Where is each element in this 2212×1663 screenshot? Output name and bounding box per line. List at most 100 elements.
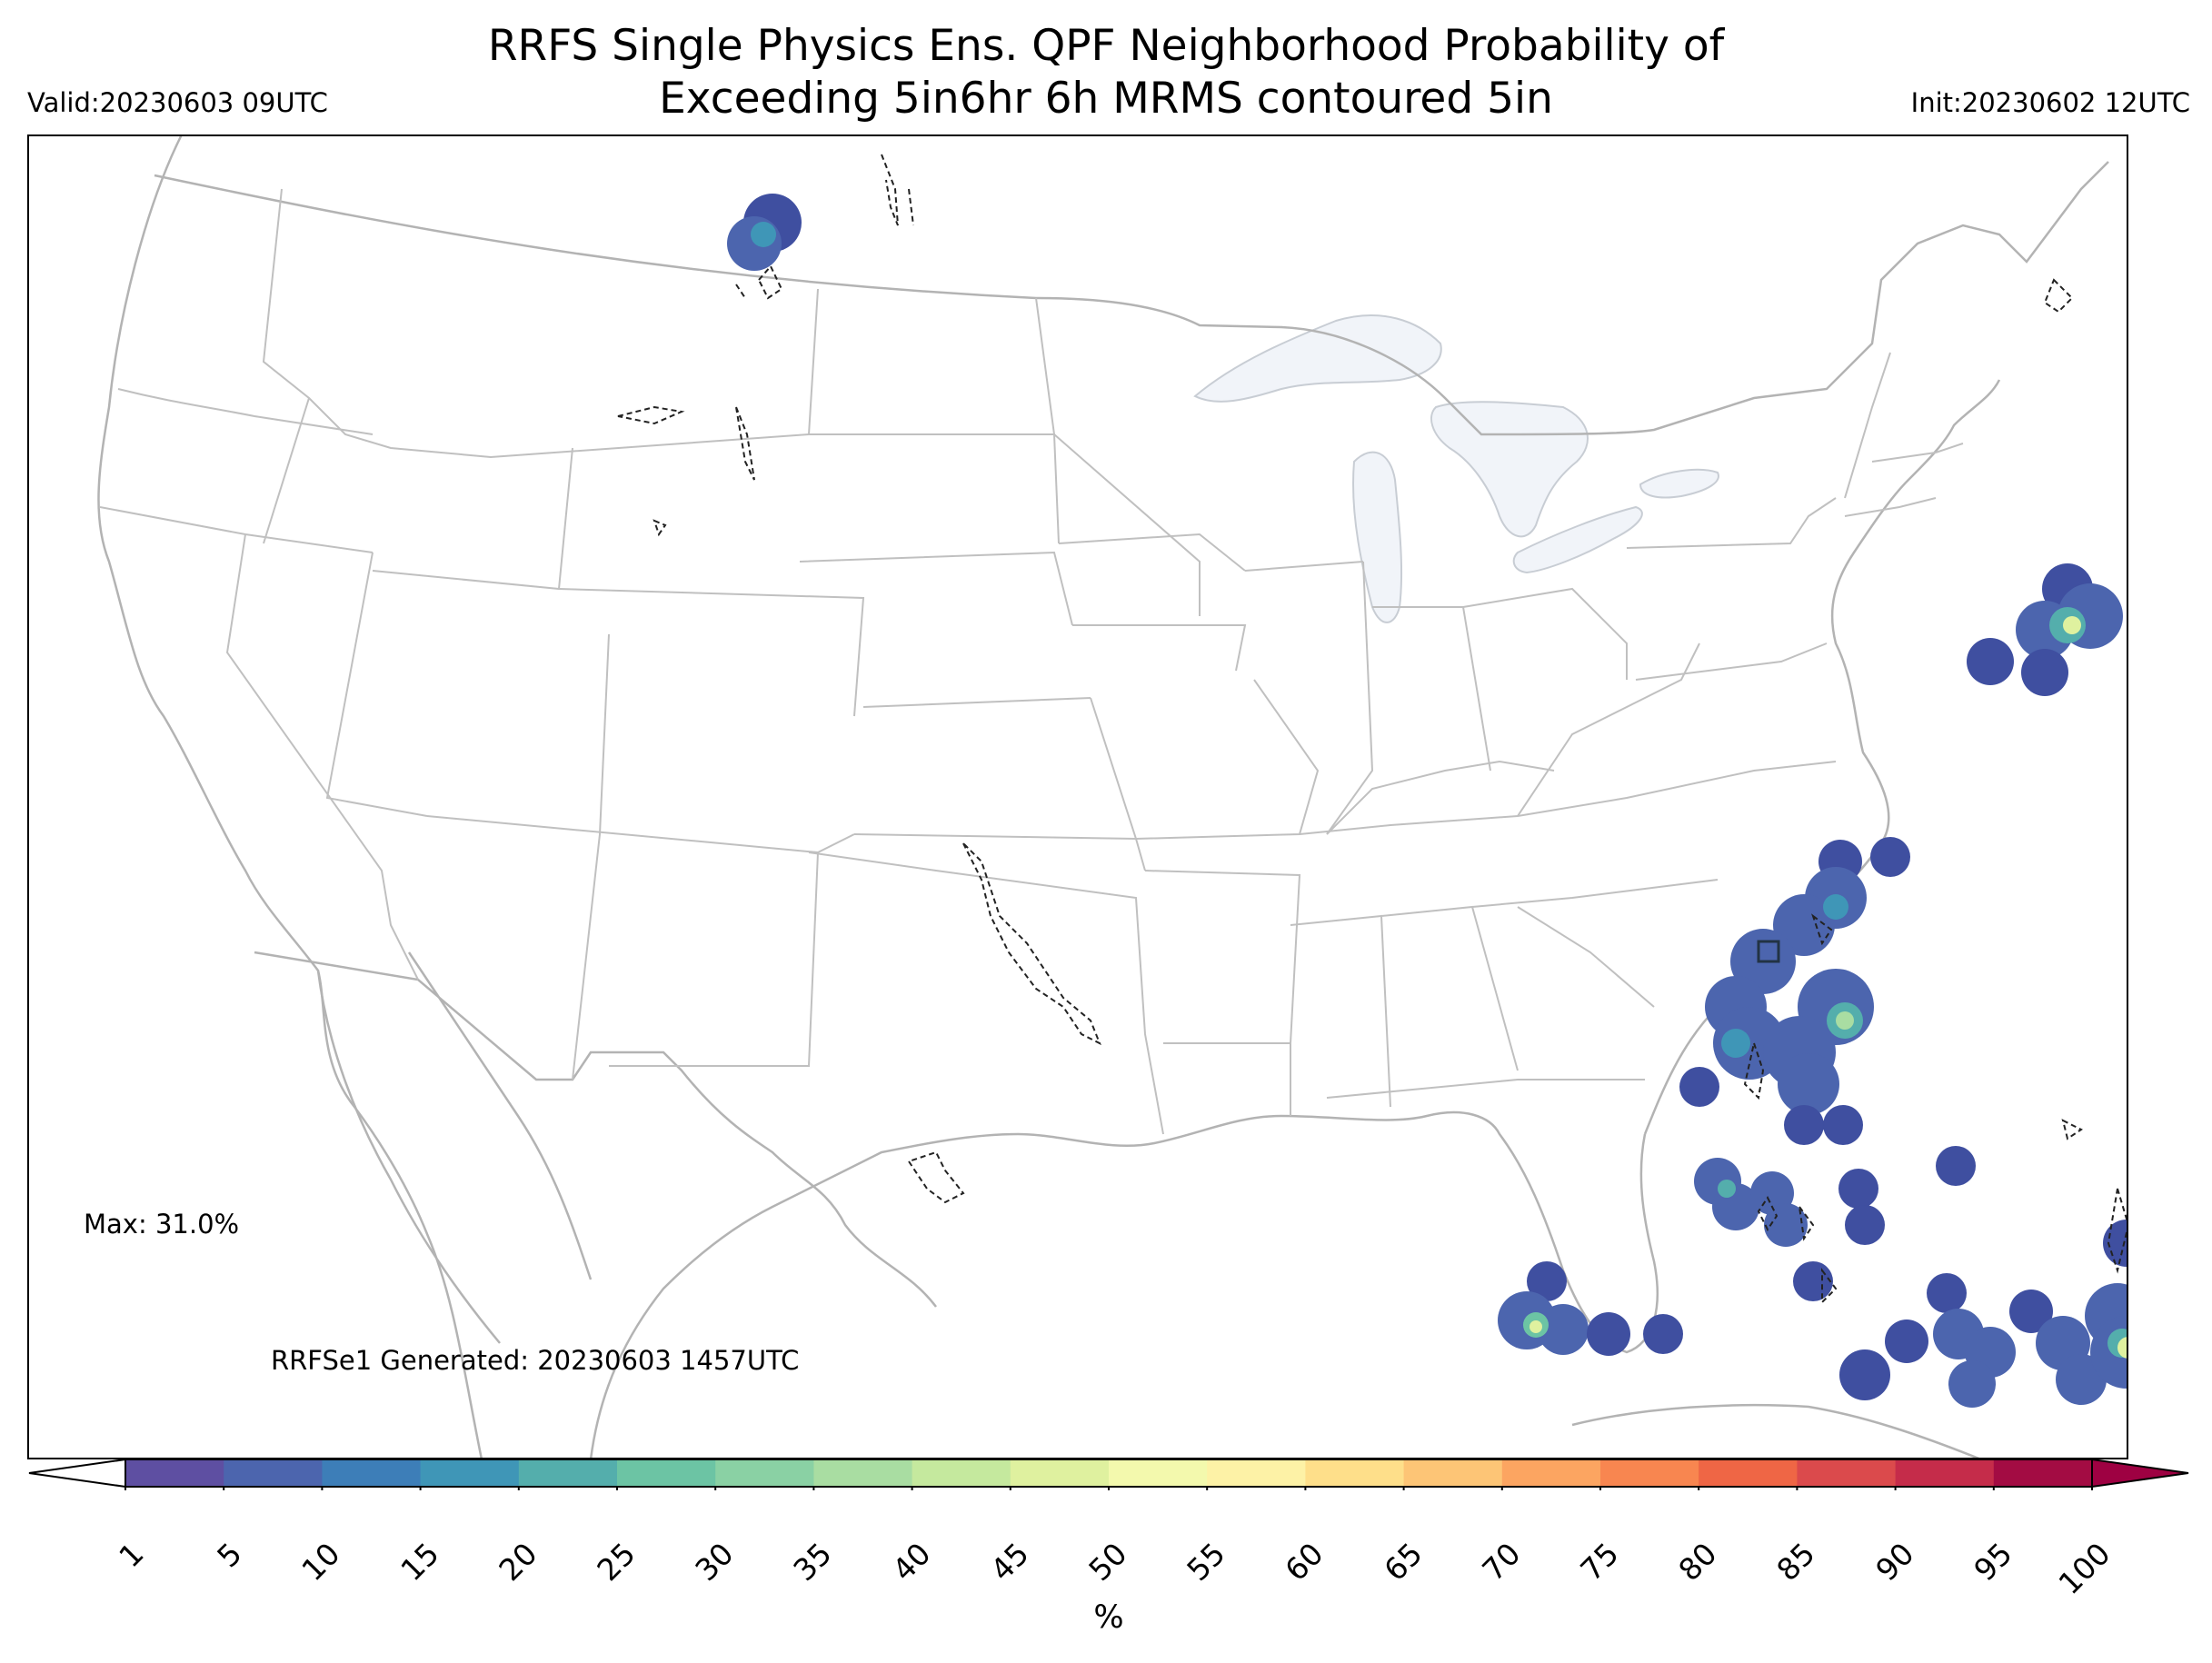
border-ga-fl [1326,1079,1645,1099]
colorbar-segment [518,1459,618,1487]
mrms-contour-florida [1757,1196,1838,1305]
colorbar-segment [813,1459,913,1487]
border-ne-ks [862,697,1091,708]
map-frame [27,134,2128,1459]
border-ms-al [1290,914,1391,1108]
generated-label: RRFSe1 Generated: 20230603 1457UTC [271,1345,800,1376]
colorbar-segments [125,1459,2093,1487]
probability-field [727,194,2128,1408]
border-or-ca-nv [99,506,374,553]
coastlines-and-borders [97,134,2109,1459]
border-id-wy [372,447,573,591]
mrms-contour-texas [907,1150,965,1204]
mrms-contour-carolina [1743,913,1833,1100]
border-sd-ne [799,551,1073,626]
valid-time-label: Valid:20230603 09UTC [27,87,328,118]
mrms-contour-montana [735,154,914,481]
colorbar-segment [1797,1459,1897,1487]
colorbar-unit-label: % [1093,1599,1124,1636]
lake-erie [1512,505,1643,574]
border-new-england [1844,352,1964,517]
colorbar-tick-label: 90 [1868,1536,1921,1588]
mrms-contour-maine [2043,278,2074,314]
probability-georgia-offshore [1679,1067,1976,1186]
border-ut-az [426,815,855,854]
probability-gulf [1498,1261,1683,1356]
probability-montana [727,194,802,271]
colorbar-segment [1501,1459,1601,1487]
colorbar-segment [322,1459,422,1487]
colorbar-segment [617,1459,716,1487]
border-ky-tn [1299,761,1837,835]
max-location-box [1757,940,1780,963]
border-co-nm [572,633,610,1080]
lake-ontario [1639,468,1719,499]
map-panel [27,134,2128,1459]
colorbar-tick-label: 95 [1967,1536,2019,1588]
colorbar-tick-label: 30 [688,1536,741,1588]
max-value-label: Max: 31.0% [84,1209,240,1240]
state-borders [99,188,1964,1135]
mrms-contour-wyoming [617,405,685,537]
colorbar-segment [715,1459,814,1487]
colorbar-tick-label: 20 [492,1536,544,1588]
colorbar-tick-label: 100 [2051,1536,2117,1602]
border-nc-sc [1471,879,1719,908]
mexico-west-coast [407,951,593,1280]
colorbar-under-arrow [28,1458,126,1489]
init-time-label: Init:20230602 12UTC [1910,87,2190,118]
border-mn-ia [1058,533,1246,572]
colorbar-tick-label: 70 [1475,1536,1528,1588]
border-in-oh [1372,606,1491,772]
border-ia-mo [1072,624,1247,672]
border-ky-north [1326,760,1555,835]
gulf-coast [589,1110,1659,1459]
colorbar-segment [1109,1459,1208,1487]
border-ok-tx [808,851,1164,1135]
colorbar-tick-label: 45 [983,1536,1036,1588]
probability-atlantic-ne [1967,563,2123,696]
colorbar-segment [1010,1459,1110,1487]
border-mo [1090,679,1320,841]
colorbar-segment [1403,1459,1503,1487]
border-nd-sd [809,433,1060,544]
cuba [1571,1403,1982,1459]
colorbar-segment [420,1459,520,1487]
colorbar-tick-label: 40 [884,1536,938,1588]
title-line-1: RRFS Single Physics Ens. QPF Neighborhoo… [487,21,1725,71]
colorbar-tick-label: 10 [294,1536,347,1588]
border-nv-ut [325,552,428,817]
colorbar-segment [1305,1459,1405,1487]
colorbar-tick-label: 50 [1081,1536,1134,1588]
colorbar-tick-label: 15 [393,1536,446,1588]
colorbar-tick-label: 25 [590,1536,643,1588]
colorbar-segment [912,1459,1011,1487]
border-wi-il [1244,561,1364,572]
colorbar [28,1458,2189,1490]
pacific-coast [97,134,483,1459]
mexico-border [254,951,937,1308]
colorbar-segment [1699,1459,1798,1487]
border-sc-ga [1517,906,1655,1008]
border-mt-nd [808,288,819,435]
colorbar-tick-label: 65 [1376,1536,1430,1588]
colorbar-segment [125,1459,224,1487]
colorbar-tick-label: 35 [786,1536,839,1588]
colorbar-tick-marks [125,1487,2093,1490]
title-line-2: Exceeding 5in6hr 6h MRMS contoured 5in [659,74,1553,124]
chart-title: RRFS Single Physics Ens. QPF Neighborhoo… [0,20,2212,125]
colorbar-segment [1993,1459,2093,1487]
colorbar-over-arrow [2091,1458,2189,1489]
border-pa-ny [1626,497,1837,549]
colorbar-tick-label: 80 [1671,1536,1724,1588]
border-wa-or [117,388,374,435]
border-mt-wy [308,397,810,459]
great-lakes [1193,314,1719,623]
probability-carolina-coast [1705,837,1910,1115]
border-il-in [1326,561,1374,835]
lake-michigan [1352,451,1403,623]
probability-bahamas [1839,1220,2128,1408]
mrms-contour-bahamas [2061,1119,2128,1274]
border-va-nc [1517,642,1700,817]
border-la-ms [1163,1042,1291,1116]
